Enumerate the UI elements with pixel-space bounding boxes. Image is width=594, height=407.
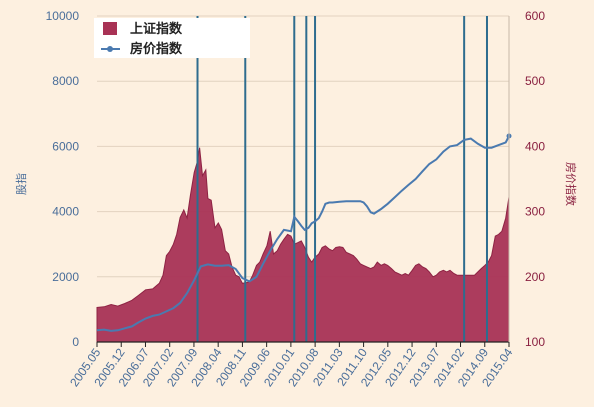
legend: 上证指数 房价指数 [94, 18, 250, 58]
y-axis-left-title: 股指 [14, 173, 28, 195]
y-tick-label-left: 6000 [52, 139, 79, 153]
series-area-shanghai [96, 147, 510, 343]
legend-swatch-shanghai [103, 22, 117, 35]
y-tick-label-left: 0 [72, 335, 79, 349]
y-tick-label-left: 2000 [52, 270, 79, 284]
area-layer [96, 147, 510, 343]
y-tick-label-left: 10000 [46, 9, 80, 23]
y-tick-label-right: 600 [525, 9, 545, 23]
y-tick-label-left: 8000 [52, 74, 79, 88]
y-tick-label-right: 500 [525, 74, 545, 88]
y-tick-label-right: 200 [525, 270, 545, 284]
y-tick-label-right: 400 [525, 139, 545, 153]
series-line-house-price [96, 135, 510, 332]
legend-label-house-price: 房价指数 [130, 41, 183, 57]
legend-label-shanghai: 上证指数 [130, 21, 183, 37]
y-tick-label-right: 300 [525, 205, 545, 219]
y-axis-right-title: 房价指数 [564, 162, 578, 206]
y-tick-label-right: 100 [525, 335, 545, 349]
y-tick-label-left: 4000 [52, 205, 79, 219]
marker-layer [196, 16, 488, 342]
legend-box [94, 18, 250, 58]
legend-marker-house-price [107, 46, 113, 52]
